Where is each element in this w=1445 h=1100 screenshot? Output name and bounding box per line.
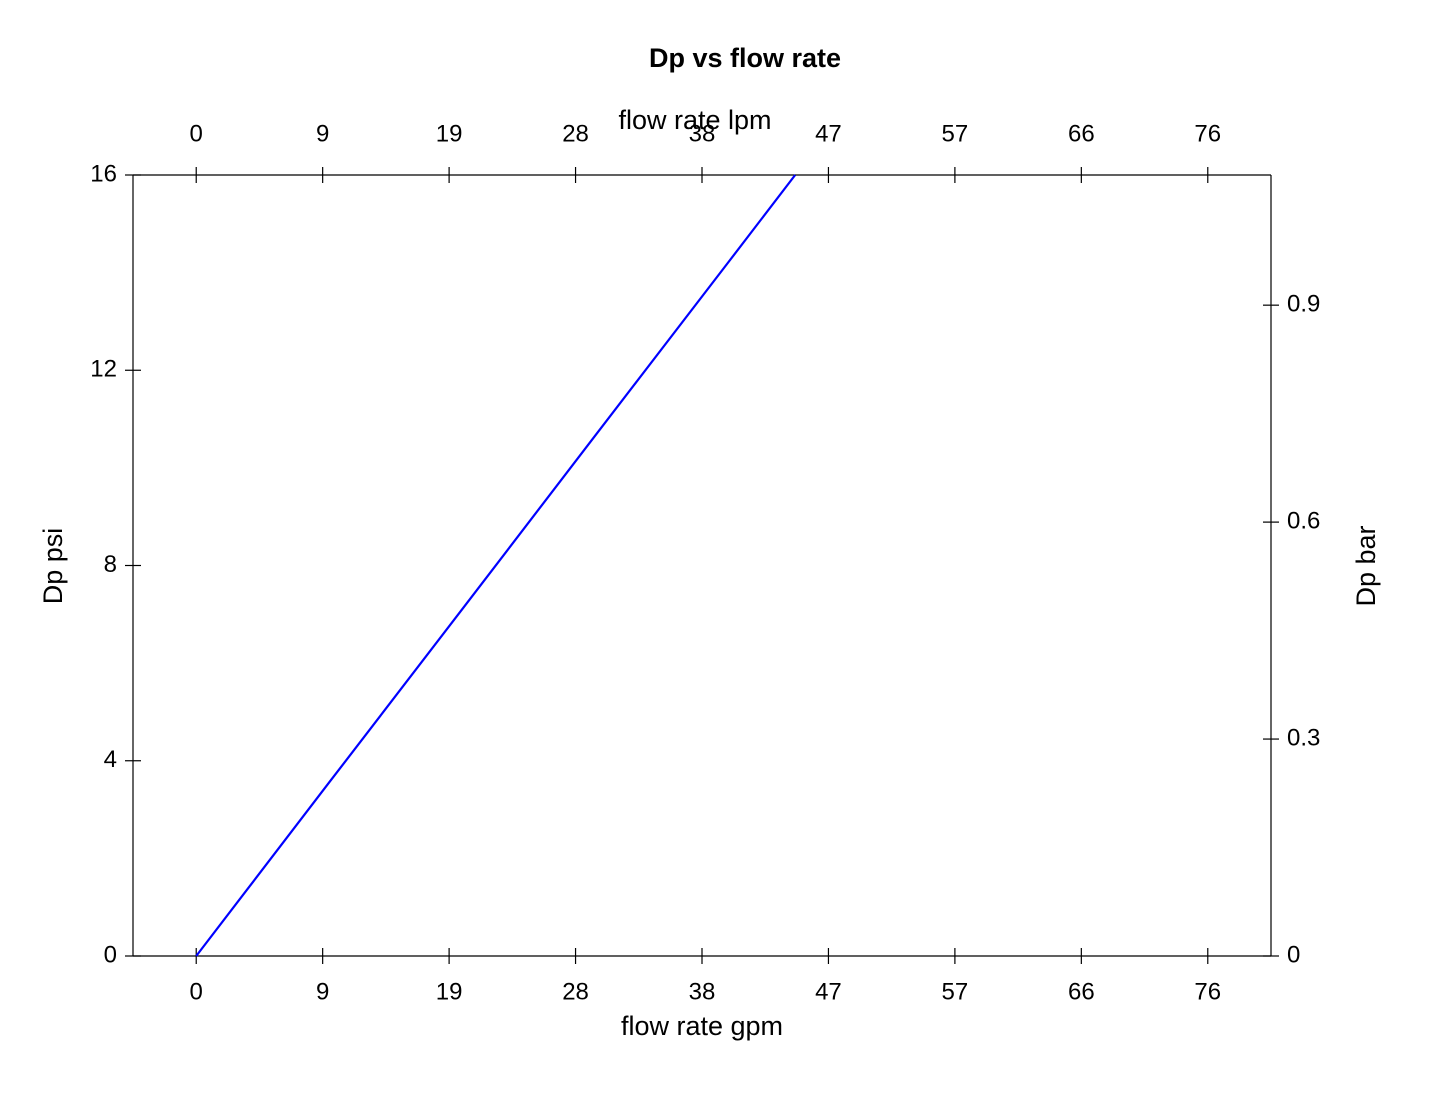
y-tick-label: 0	[104, 941, 117, 968]
x2-tick-label: 76	[1194, 120, 1221, 147]
chart-title: Dp vs flow rate	[649, 43, 841, 73]
data-line	[195, 174, 797, 957]
y2-tick-label: 0	[1287, 941, 1300, 968]
x-tick-label: 28	[562, 978, 589, 1005]
x2-tick-label: 47	[815, 120, 842, 147]
y2-axis-label: Dp bar	[1351, 525, 1381, 606]
x-tick-label: 0	[190, 978, 203, 1005]
y-axis-label: Dp psi	[38, 528, 68, 605]
x2-tick-label: 0	[190, 120, 203, 147]
y-tick-label: 4	[104, 746, 117, 773]
x-tick-label: 47	[815, 978, 842, 1005]
x-tick-label: 38	[689, 978, 716, 1005]
x-tick-label: 66	[1068, 978, 1095, 1005]
x-tick-label: 19	[436, 978, 463, 1005]
x2-tick-label: 66	[1068, 120, 1095, 147]
x2-tick-label: 9	[316, 120, 329, 147]
x2-tick-label: 19	[436, 120, 463, 147]
y2-tick-label: 0.6	[1287, 507, 1320, 534]
y2-tick-label: 0.3	[1287, 724, 1320, 751]
x-tick-label: 57	[942, 978, 969, 1005]
x2-tick-label: 57	[942, 120, 969, 147]
x-axis-label: flow rate gpm	[621, 1011, 783, 1041]
x2-tick-label: 28	[562, 120, 589, 147]
y-tick-label: 8	[104, 551, 117, 578]
x-tick-label: 76	[1194, 978, 1221, 1005]
y2-tick-label: 0.9	[1287, 291, 1320, 318]
y-tick-label: 16	[90, 160, 117, 187]
x2-axis-label: flow rate lpm	[618, 105, 771, 135]
x-tick-label: 9	[316, 978, 329, 1005]
x2-tick-label: 38	[689, 120, 716, 147]
y-tick-label: 12	[90, 356, 117, 383]
